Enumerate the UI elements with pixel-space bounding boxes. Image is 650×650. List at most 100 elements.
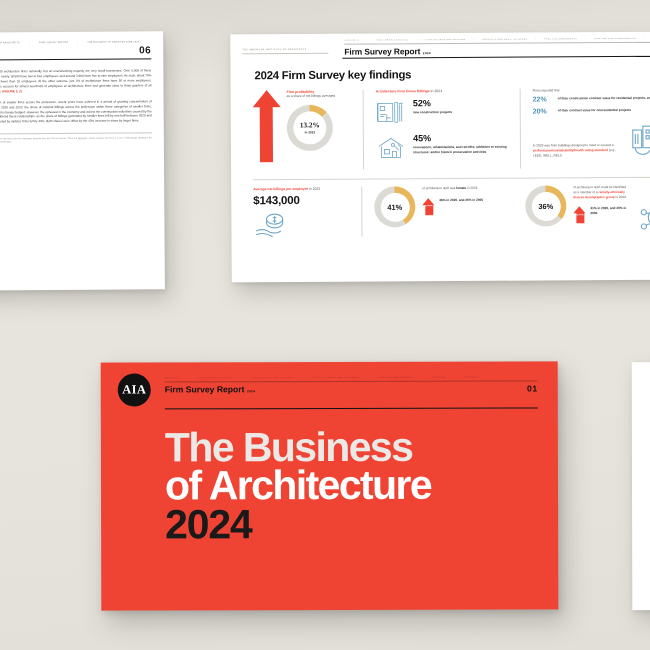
diverse-staff-caption-plain-2: in 2023 [615, 194, 626, 199]
left-page-nav: THE AMERICAN INSTITUTE OF ARCHITECTS | F… [0, 41, 151, 44]
cover-nav-sep-3: | [368, 376, 370, 379]
cover-nav-item-4[interactable]: PRACTICE MANAGEMENT [378, 376, 414, 379]
contract-value-text-0: of their construction contract value for… [557, 95, 650, 100]
avg-billings-label-black: in 2023 [309, 187, 321, 192]
mid-nav-sep-4: | [585, 38, 587, 41]
left-body-text: There are more than 35,000 architecture … [0, 68, 152, 125]
mid-header-year: 2024 [422, 50, 431, 55]
contract-value-pct-0: 22% [532, 96, 547, 104]
left-nav-item-1[interactable]: FIRM SURVEY REPORT [38, 41, 69, 45]
mid-nav-item-3[interactable]: PROJECTS AND PRACTICE AREAS [482, 38, 528, 41]
gross-billings-pct-1: 45% [413, 132, 432, 143]
profitability-sublabel: as a share of net billings averaged [286, 94, 336, 99]
left-footnote-rule [0, 132, 152, 135]
cover-nav-sep-5: | [454, 376, 456, 379]
gross-billings-pct-0: 52% [412, 97, 431, 108]
female-staff-caption-bold: female [456, 186, 467, 191]
left-page-number: 06 [139, 45, 152, 57]
mid-female-staff-block: 41% of architecture staff was female in … [361, 185, 514, 237]
cover-header-title-group: Firm Survey Report 2024 [165, 384, 255, 394]
female-staff-up-text: 36% in 2020, and 25% in 2005 [439, 197, 484, 203]
document-cover[interactable]: AIA CONTENTS | FIRM CHARACTERISTICS | FI… [100, 361, 559, 611]
female-staff-donut-chart: 41% [374, 186, 416, 228]
gross-billings-heading-red: Architecture Firm Gross Billings [375, 88, 430, 94]
avg-billings-label: Average net billings per employee in 202… [253, 187, 351, 192]
diverse-staff-donut-chart: 36% [525, 185, 567, 227]
contract-value-note-plain-1: in 2023 was from buildings designed to m… [532, 143, 614, 148]
cover-nav-item-2[interactable]: FIRM BILLINGS AND REVENUE [252, 377, 294, 380]
diverse-staff-trend: up from 31% in 2020, and 20% in 2005 [573, 206, 630, 224]
left-figure-reference[interactable]: (FIGURE 1, 2) [2, 89, 22, 94]
mid-bottom-row: Average net billings per employee in 202… [231, 177, 650, 238]
mid-diverse-staff-block: 36% of architecture staff could be ident… [513, 185, 650, 236]
mid-nav-item-0[interactable]: CONTENTS [344, 39, 359, 42]
left-nav-item-0[interactable]: THE AMERICAN INSTITUTE OF ARCHITECTS [0, 42, 20, 45]
female-staff-up-badge: up from [424, 205, 433, 208]
up-arrow-badge-icon: up from [422, 198, 435, 216]
mid-header-title: Firm Survey Report [344, 45, 421, 57]
mid-nav-sep-0: | [366, 39, 368, 42]
left-footnote: The 40% percent of all architecture firm… [0, 137, 152, 144]
left-nav-sep-1: | [77, 41, 79, 44]
avg-billings-label-red: Average net billings per employee [253, 187, 309, 192]
mid-nav-item-2[interactable]: FIRM BILLINGS AND REVENUE [425, 38, 466, 42]
up-arrow-icon [252, 89, 281, 170]
mid-brand-label: THE AMERICAN INSTITUTE OF ARCHITECTS [242, 48, 307, 52]
cover-nav-item-5[interactable]: STAFFING [432, 376, 446, 379]
contract-value-note: in 2023 was from buildings designed to m… [533, 143, 621, 158]
mid-nav-item-1[interactable]: FIRM CHARACTERISTICS [375, 39, 409, 42]
cover-nav-item-0[interactable]: CONTENTS [164, 377, 180, 380]
avg-billings-value: $143,000 [253, 194, 300, 208]
profitability-value: 13.2% [299, 121, 320, 130]
cover-page-number: 01 [526, 383, 538, 394]
left-nav-sep-0: | [28, 42, 30, 45]
document-left-interior-page[interactable]: THE AMERICAN INSTITUTE OF ARCHITECTS | F… [0, 31, 165, 291]
mid-brand-block: THE AMERICAN INSTITUTE OF ARCHITECTS [242, 40, 334, 54]
mid-profitability-block: Firm profitability as a share of net bil… [252, 89, 364, 170]
hand-money-icon [253, 211, 293, 238]
mid-brand-rule [242, 52, 329, 54]
cover-nav-sep-0: | [188, 377, 190, 380]
cover-nav-item-1[interactable]: FIRM CHARACTERISTICS [198, 377, 234, 380]
profitability-donut-chart: 13.2% in 2023 [286, 104, 333, 151]
cover-nav-item-6[interactable]: APPENDIX [464, 376, 479, 379]
female-staff-caption: of architecture staff was female in 2023 [422, 186, 513, 191]
document-middle-key-findings[interactable]: THE AMERICAN INSTITUTE OF ARCHITECTS CON… [230, 31, 650, 283]
mid-avg-billings-block: Average net billings per employee in 202… [253, 187, 361, 238]
diverse-staff-value: 36% [538, 201, 554, 211]
house-renovation-icon [376, 134, 406, 160]
diverse-staff-up-badge: up from [575, 214, 584, 217]
female-staff-value: 41% [387, 202, 403, 212]
cover-nav-sep-1: | [242, 377, 244, 380]
left-paragraph-1-text: There are more than 35,000 architecture … [0, 68, 152, 93]
mid-header-title-group: Firm Survey Report 2024 [344, 45, 431, 57]
cover-title-line-3: 2024 [165, 501, 252, 548]
mid-nav-sep-3: | [535, 38, 537, 41]
left-paragraph-1: There are more than 35,000 architecture … [0, 68, 152, 94]
cover-title-line-2: of Architecture [164, 461, 432, 509]
diverse-staff-caption: of architecture staff could be identifie… [573, 185, 630, 200]
cover-header-year: 2024 [247, 389, 256, 394]
mid-nav-item-4[interactable]: PRACTICE MANAGEMENT [544, 38, 578, 41]
cover-nav-sep-4: | [422, 376, 424, 379]
female-staff-caption-plain-1: of architecture staff was [422, 186, 456, 191]
gross-billings-caption-0: new construction projects [412, 110, 453, 115]
mid-gross-billings-block: Architecture Firm Gross Billings in 2023 [362, 88, 521, 170]
contract-value-item-1: 20% of their contract value for nonresid… [533, 107, 650, 116]
mid-top-row: Firm profitability as a share of net bil… [231, 79, 650, 170]
mid-page-heading: 2024 Firm Survey key findings [254, 68, 412, 82]
document-right-blank[interactable] [631, 361, 650, 611]
female-staff-caption-plain-2: in 2023 [466, 186, 478, 191]
profitability-year: in 2023 [304, 130, 316, 135]
left-nav-item-2[interactable]: THE BUSINESS OF ARCHITECTURE 2024 [87, 41, 140, 44]
mid-nav-item-5[interactable]: STAFFING AND COMPENSATION [594, 37, 637, 41]
female-staff-trend: up from 36% in 2020, and 25% in 2005 [422, 198, 513, 216]
aia-logo[interactable]: AIA [117, 373, 151, 407]
mid-nav-sep-5: | [644, 37, 646, 40]
gross-billings-heading-black: in 2023 [430, 88, 443, 93]
cover-nav-item-3[interactable]: PROJECTS AND PRACTICE AREAS [312, 376, 360, 380]
gross-billings-item-1: 45% renovations, rehabilitations, and re… [376, 133, 520, 160]
mid-nav-sep-2: | [473, 38, 475, 41]
mid-contract-value-block: Firms reported that 22% of their constru… [519, 87, 650, 169]
